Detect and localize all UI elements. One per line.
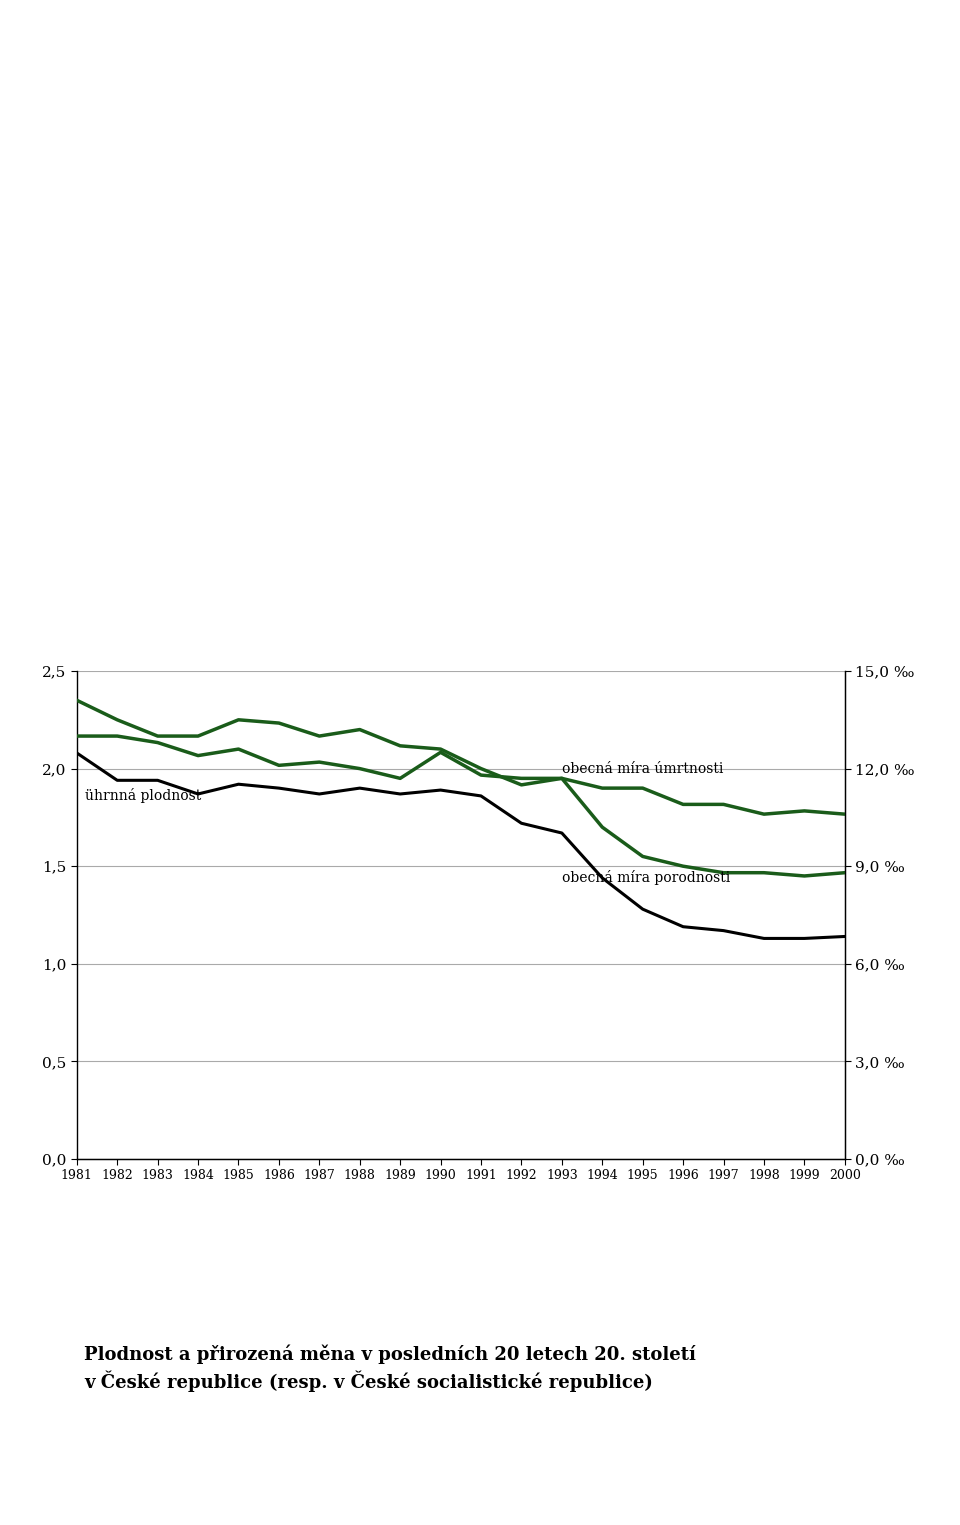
Text: obecná míra porodnosti: obecná míra porodnosti xyxy=(562,869,731,884)
Text: obecná míra úmrtnosti: obecná míra úmrtnosti xyxy=(562,761,723,776)
Text: ührnná plodnost: ührnná plodnost xyxy=(84,788,202,802)
Text: Plodnost a přirozená měna v posledních 20 letech 20. století
v České republice (: Plodnost a přirozená měna v posledních 2… xyxy=(84,1345,696,1392)
